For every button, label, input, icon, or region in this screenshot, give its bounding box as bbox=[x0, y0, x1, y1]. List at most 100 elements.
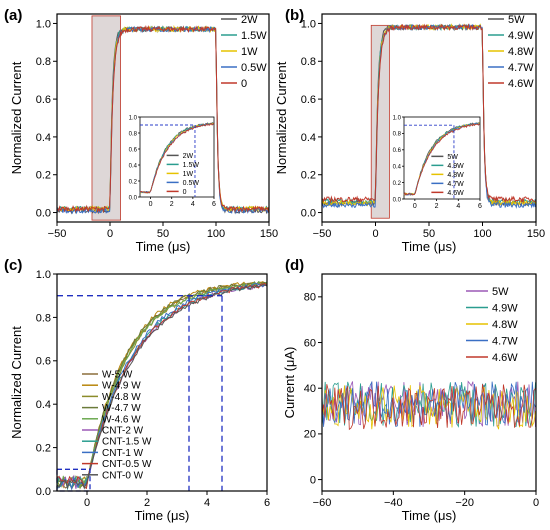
inset-legend-label: 1W bbox=[183, 171, 194, 178]
series-line-4.7W bbox=[321, 380, 536, 428]
inset-legend-label: 0.5W bbox=[183, 180, 200, 187]
x-tick-label: 0 bbox=[107, 228, 113, 240]
y-axis-label: Normalized Current bbox=[274, 61, 289, 174]
x-tick-label: 0 bbox=[372, 228, 378, 240]
inset-y-tick-label: 0.8 bbox=[393, 132, 402, 138]
panel-letter-b: (b) bbox=[285, 7, 304, 24]
inset-y-tick-label: 0.4 bbox=[393, 165, 402, 171]
y-axis-label: Normalized Current bbox=[9, 61, 24, 174]
legend-label: CNT-1 W bbox=[102, 448, 144, 459]
inset-x-tick-label: 2 bbox=[435, 203, 439, 210]
inset-y-tick-label: 0.8 bbox=[129, 131, 138, 137]
y-tick-label: 0.6 bbox=[36, 94, 51, 106]
x-tick-label: −50 bbox=[48, 228, 67, 240]
legend-label: 1.5W bbox=[241, 30, 267, 42]
x-tick-label: 0 bbox=[533, 497, 539, 509]
inset-x-tick-label: 0 bbox=[413, 203, 417, 210]
inset-series-4.6W bbox=[403, 123, 480, 196]
inset-legend-label: 4.8W bbox=[447, 172, 464, 179]
legend-label: 5W bbox=[508, 14, 525, 26]
inset-legend-label: 5W bbox=[447, 154, 458, 161]
series-line-4.7W bbox=[321, 23, 537, 209]
panel-letter-d: (d) bbox=[285, 257, 304, 274]
panel-d: −60 −40 −20 0 0 20 40 60 80 Time (μs) Current (μA)… bbox=[282, 273, 539, 523]
y-tick-label: 0.0 bbox=[301, 207, 316, 219]
x-tick-label: 50 bbox=[157, 228, 169, 240]
x-tick-label: 4 bbox=[204, 497, 210, 509]
inset-y-tick-label: 0.6 bbox=[129, 147, 138, 153]
y-tick-label: 40 bbox=[304, 383, 316, 395]
inset-legend-label: 1.5W bbox=[183, 162, 200, 169]
panel-a: −50 0 50 100 150 0.0 0.2 0.4 0.6 0.8 1.0 Time (μs) N… bbox=[9, 13, 278, 254]
series-line-0 bbox=[56, 24, 270, 213]
y-tick-label: 0.0 bbox=[36, 486, 51, 498]
legend-label: CNT-0 W bbox=[102, 470, 144, 481]
panel-b: −50 0 50 100 150 0.0 0.2 0.4 0.6 0.8 1.0 Time (μs) N… bbox=[274, 13, 545, 254]
series-line-W-4.6 W bbox=[56, 280, 268, 489]
inset-legend-label: 4.9W bbox=[447, 163, 464, 170]
legend-label: W-4.6 W bbox=[102, 414, 141, 425]
y-tick-label: 1.0 bbox=[36, 269, 51, 281]
plot-frame bbox=[56, 273, 268, 492]
panel-c: 0 2 4 6 0.0 0.2 0.4 0.6 0.8 1.0 Time (μs) Normalize… bbox=[9, 269, 270, 523]
legend-label: W-4.8 W bbox=[102, 392, 141, 403]
inset-y-tick-label: 0.6 bbox=[393, 148, 402, 154]
inset-frame bbox=[403, 116, 481, 200]
inset-y-tick-label: 1.0 bbox=[393, 115, 402, 121]
legend-label: CNT-0.5 W bbox=[102, 459, 152, 470]
legend-label: 1W bbox=[241, 46, 258, 58]
x-tick-label: 100 bbox=[473, 228, 491, 240]
legend-label: 2W bbox=[241, 14, 258, 26]
y-tick-label: 0.6 bbox=[301, 94, 316, 106]
inset-series-0 bbox=[139, 122, 214, 194]
y-tick-label: 60 bbox=[304, 337, 316, 349]
legend-label: 5W bbox=[492, 286, 509, 298]
x-tick-label: −40 bbox=[384, 497, 403, 509]
y-tick-label: 0.4 bbox=[36, 399, 51, 411]
x-axis-label: Time (μs) bbox=[402, 239, 457, 254]
inset-frame bbox=[139, 116, 215, 198]
y-axis-label: Normalized Current bbox=[9, 326, 24, 439]
legend-label: 4.8W bbox=[492, 319, 518, 331]
x-tick-label: 2 bbox=[144, 497, 150, 509]
legend-label: CNT-1.5 W bbox=[102, 437, 152, 448]
inset-legend-label: 0 bbox=[183, 189, 187, 196]
inset-legend-label: 4.6W bbox=[447, 190, 464, 197]
inset-legend-label: 4.7W bbox=[447, 181, 464, 188]
x-tick-label: 100 bbox=[207, 228, 225, 240]
panel-letter-c: (c) bbox=[4, 257, 22, 274]
x-tick-label: −50 bbox=[313, 228, 332, 240]
x-tick-label: −60 bbox=[313, 497, 332, 509]
y-tick-label: 0.4 bbox=[36, 132, 51, 144]
legend-label: 4.6W bbox=[508, 78, 534, 90]
x-tick-label: 6 bbox=[264, 497, 270, 509]
inset-legend-label: 2W bbox=[183, 153, 194, 160]
y-tick-label: 80 bbox=[304, 292, 316, 304]
x-tick-label: 150 bbox=[260, 228, 278, 240]
x-tick-label: −20 bbox=[455, 497, 474, 509]
x-tick-label: 50 bbox=[423, 228, 435, 240]
y-tick-label: 20 bbox=[304, 429, 316, 441]
inset-x-tick-label: 4 bbox=[456, 203, 460, 210]
legend-label: W-4.7 W bbox=[102, 403, 141, 414]
x-tick-label: 0 bbox=[84, 497, 90, 509]
y-tick-label: 0.8 bbox=[301, 56, 316, 68]
y-axis-label: Current (μA) bbox=[282, 347, 297, 419]
x-axis-label: Time (μs) bbox=[402, 508, 457, 523]
y-tick-label: 0.2 bbox=[36, 170, 51, 182]
legend-label: 4.8W bbox=[508, 46, 534, 58]
inset-y-tick-label: 0.2 bbox=[393, 181, 402, 187]
inset-y-tick-label: 0.4 bbox=[129, 163, 138, 169]
y-tick-label: 1.0 bbox=[36, 18, 51, 30]
inset-y-tick-label: 1.0 bbox=[129, 115, 138, 121]
series-line-CNT-0 W bbox=[56, 284, 268, 490]
legend-label: 4.7W bbox=[492, 335, 518, 347]
x-tick-label: 150 bbox=[527, 228, 545, 240]
panel-letter-a: (a) bbox=[4, 7, 22, 24]
y-tick-label: 0.8 bbox=[36, 312, 51, 324]
series-line-0.5W bbox=[56, 25, 270, 215]
legend-label: 4.9W bbox=[492, 302, 518, 314]
y-tick-label: 0.6 bbox=[36, 356, 51, 368]
inset-x-tick-label: 6 bbox=[478, 203, 482, 210]
y-tick-label: 0.2 bbox=[36, 442, 51, 454]
